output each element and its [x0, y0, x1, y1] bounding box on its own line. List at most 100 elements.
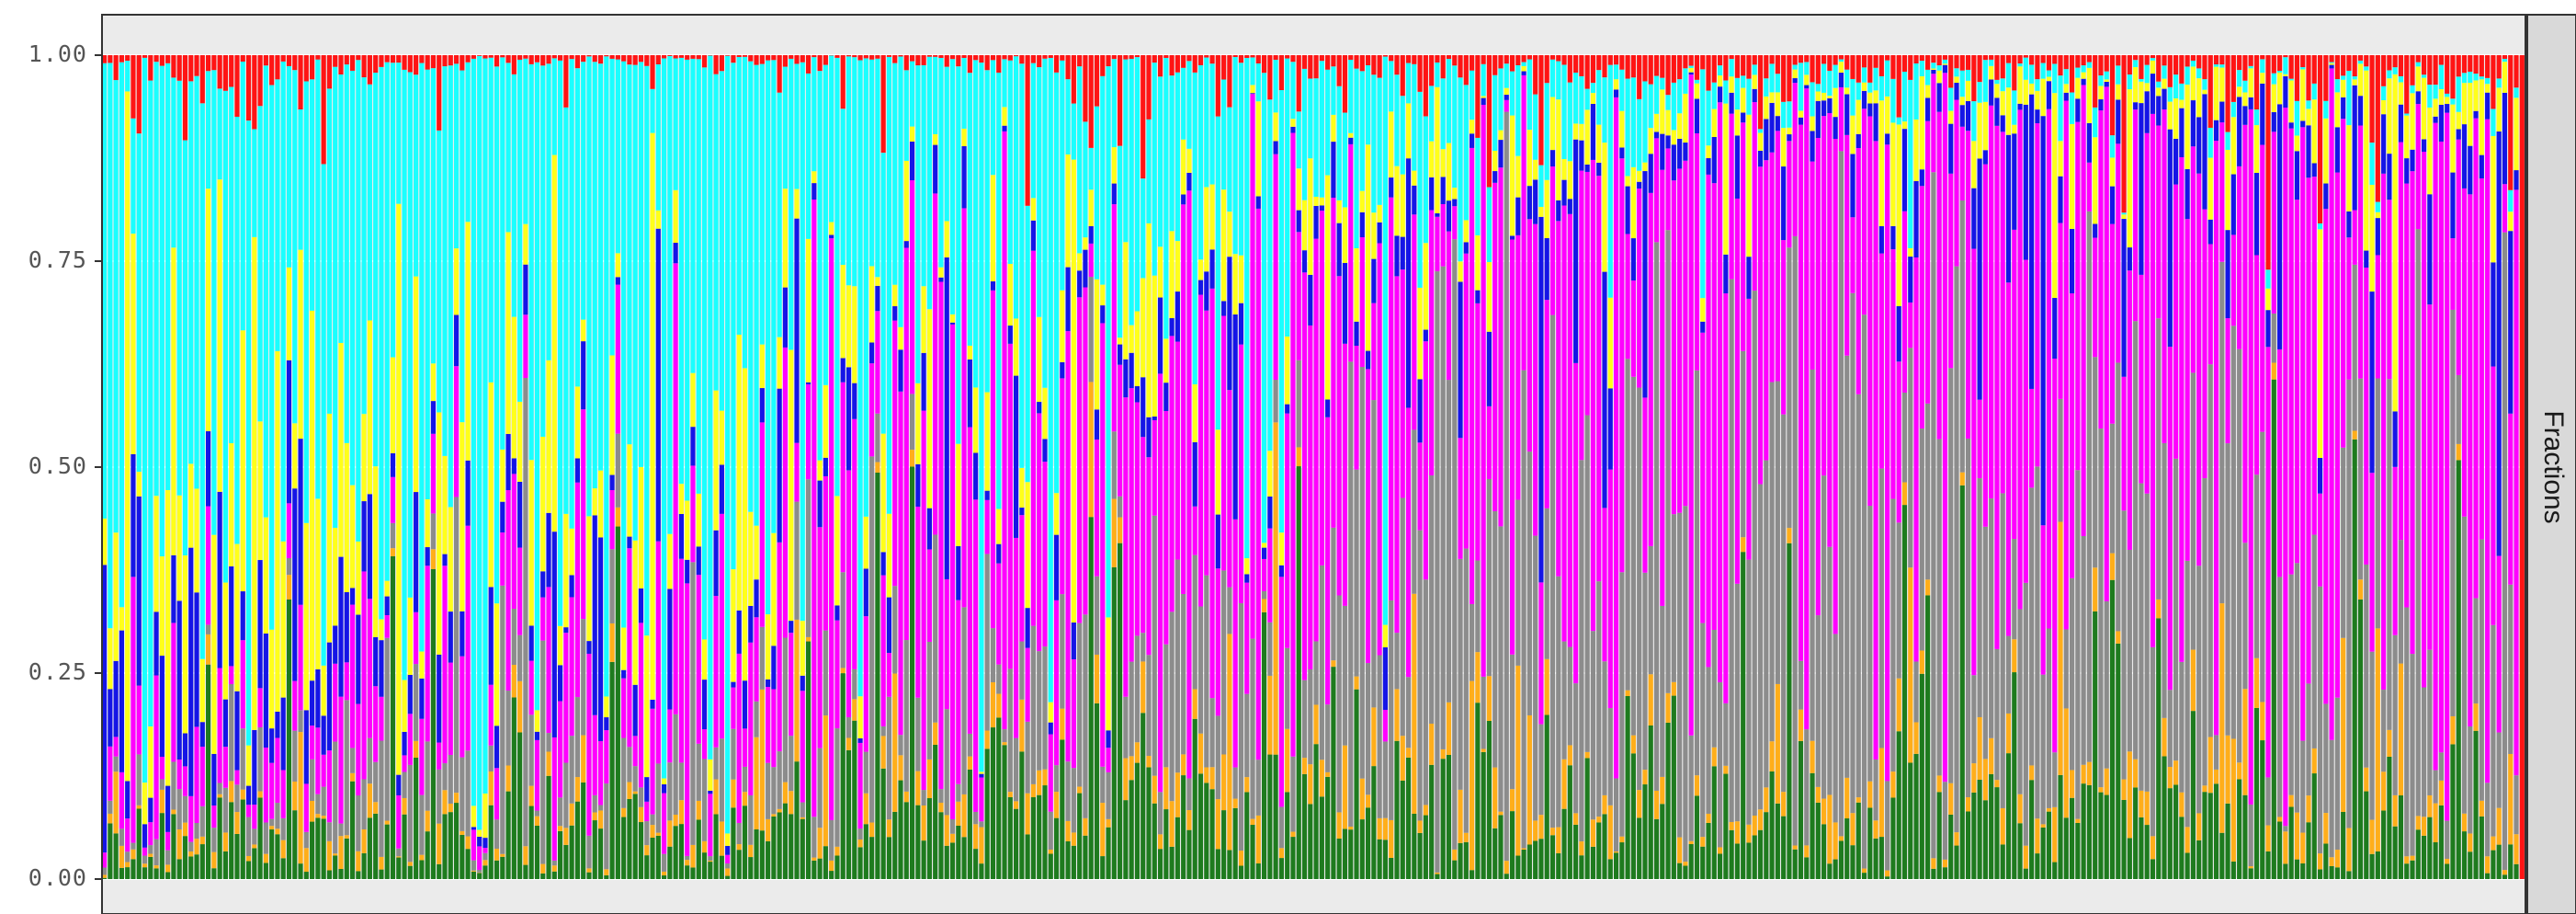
bar-95-red	[644, 55, 650, 66]
bar-37-orange	[310, 800, 315, 822]
bar-203	[1267, 55, 1273, 879]
bar-370-red	[2230, 55, 2236, 102]
bar-283-green	[1729, 829, 1734, 879]
bar-259-magenta	[1590, 159, 1596, 632]
bar-351-green	[2121, 799, 2127, 879]
bar-55-gray	[414, 664, 419, 741]
bar-287-gray	[1752, 291, 1757, 816]
bar-285	[1741, 55, 1746, 879]
bar-5-magenta	[125, 818, 131, 852]
bar-270-gray	[1653, 242, 1660, 791]
bar-392-green	[2357, 599, 2364, 879]
bar-346-gray	[2093, 357, 2098, 568]
bar-161-gray	[1025, 721, 1030, 794]
bar-59-red	[437, 55, 442, 131]
bar-303-gray	[1844, 355, 1850, 778]
bar-20-orange	[211, 851, 217, 869]
bar-410-yellow	[2461, 83, 2468, 125]
bar-239-blue	[1475, 290, 1481, 303]
bar-348-cyan	[2104, 71, 2109, 80]
bar-384-green	[2311, 773, 2317, 879]
bar-89-orange	[609, 623, 615, 662]
bar-312-gray	[1896, 522, 1901, 679]
bar-40-magenta	[326, 750, 333, 823]
bar-419-orange	[2514, 834, 2519, 864]
bar-320-yellow	[1942, 63, 1948, 65]
bar-170-red	[1077, 55, 1083, 67]
bar-249-cyan	[1533, 94, 1538, 160]
bar-277-blue	[1694, 98, 1700, 133]
bar-134-cyan	[869, 59, 875, 267]
bar-166-yellow	[1053, 493, 1060, 535]
bar-411-red	[2468, 55, 2473, 72]
bar-188-orange	[1181, 754, 1186, 776]
bar-304-magenta	[1850, 217, 1855, 293]
bar-192	[1204, 55, 1209, 879]
bar-395	[2375, 55, 2380, 879]
bar-413-gray	[2479, 539, 2484, 801]
bar-164-green	[1042, 785, 1048, 879]
bar-50-orange	[384, 820, 390, 825]
bar-256-gray	[1573, 683, 1579, 814]
bar-158	[1007, 55, 1013, 879]
bar-118-green	[777, 812, 782, 879]
bar-107-yellow	[713, 390, 719, 531]
bar-99-yellow	[667, 533, 673, 589]
bar-4	[119, 55, 124, 879]
bar-26-magenta	[245, 805, 252, 817]
bar-418-magenta	[2508, 413, 2514, 585]
bar-366-magenta	[2207, 244, 2213, 365]
bar-224-magenta	[1389, 197, 1394, 600]
bar-183-cyan	[1152, 63, 1157, 276]
bar-264-magenta	[1619, 158, 1625, 573]
bar-395-green	[2375, 851, 2380, 879]
bar-107-blue	[713, 530, 719, 597]
bar-129-green	[840, 673, 845, 879]
bar-162-yellow	[1030, 198, 1036, 221]
bar-294-blue	[1792, 78, 1798, 84]
bar-189-orange	[1186, 810, 1192, 830]
bar-269-cyan	[1648, 84, 1653, 129]
bar-19-yellow	[206, 189, 211, 431]
bar-245-red	[1509, 55, 1515, 72]
bar-151-magenta	[967, 427, 972, 734]
bar-313-magenta	[1901, 211, 1908, 393]
bar-367-cyan	[2213, 64, 2219, 67]
bar-374	[2253, 55, 2260, 879]
bar-26-gray	[245, 817, 252, 856]
bar-341-green	[2063, 817, 2069, 879]
bar-314-red	[1908, 55, 1913, 80]
bar-140	[903, 55, 909, 879]
bar-162-red	[1030, 55, 1036, 63]
bar-333-green	[2017, 823, 2023, 879]
bar-244-magenta	[1504, 99, 1509, 112]
bar-268-yellow	[1642, 162, 1648, 172]
bar-237-yellow	[1463, 220, 1469, 243]
bar-303-orange	[1844, 777, 1850, 819]
bar-194	[1215, 55, 1220, 879]
bar-113-gray	[748, 794, 754, 845]
bar-216-orange	[1342, 745, 1348, 829]
bar-200-magenta	[1250, 94, 1255, 639]
bar-206-gray	[1285, 647, 1290, 729]
bar-136-green	[880, 768, 886, 879]
bar-347-magenta	[2098, 110, 2104, 429]
bar-220-magenta	[1366, 369, 1371, 664]
bar-14-gray	[176, 789, 182, 830]
bar-138-gray	[892, 586, 898, 674]
bar-367-orange	[2213, 769, 2219, 784]
bar-63	[460, 55, 465, 879]
bar-276-blue	[1688, 72, 1694, 75]
bar-204-red	[1273, 55, 1278, 61]
bar-379-orange	[2283, 831, 2288, 864]
bar-257-green	[1579, 855, 1584, 879]
bar-226	[1400, 55, 1405, 879]
bar-406-green	[2438, 805, 2444, 879]
bar-381-orange	[2294, 812, 2300, 860]
bar-407-gray	[2445, 820, 2450, 859]
bar-387	[2329, 55, 2334, 879]
bar-282-green	[1723, 773, 1729, 879]
bar-79-yellow	[551, 154, 557, 532]
bar-309-orange	[1878, 748, 1884, 838]
bar-388-orange	[2334, 850, 2340, 868]
